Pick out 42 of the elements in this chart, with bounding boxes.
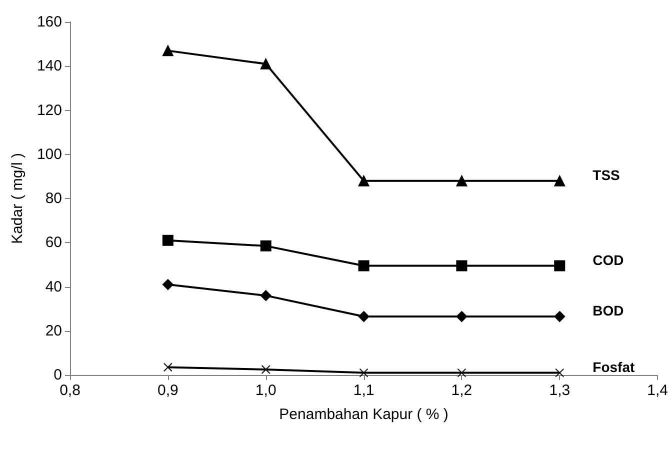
x-tick-label: 1,3 (549, 382, 570, 399)
text: TSS (592, 166, 620, 183)
point (554, 175, 566, 186)
point (457, 368, 466, 378)
point (358, 175, 370, 186)
y-tick-label: 160 (36, 14, 62, 30)
point (555, 368, 564, 378)
point (163, 362, 172, 372)
point (261, 364, 270, 374)
point (456, 175, 468, 186)
y-tick-label: 140 (36, 58, 62, 75)
point (260, 240, 272, 252)
point (456, 311, 468, 322)
point (260, 290, 272, 302)
x-axis-title: Penambahan Kapur ( % ) (279, 406, 448, 423)
text: BOD (592, 302, 624, 319)
point (260, 58, 272, 70)
point (162, 45, 174, 56)
y-tick-label: 40 (45, 278, 62, 296)
point (554, 311, 566, 322)
point (162, 234, 174, 246)
x-tick-label: 1,0 (255, 382, 276, 399)
y-tick-label: 0 (54, 366, 62, 384)
point (358, 260, 370, 272)
y-tick-label: 20 (45, 322, 62, 340)
x-tick-label: 0,8 (60, 382, 80, 399)
point (456, 260, 468, 272)
series-label: COD (592, 252, 624, 268)
y-tick-label: 120 (36, 102, 62, 119)
y-tick-label: 80 (45, 190, 62, 207)
point (162, 279, 174, 290)
x-tick-label: 1,4 (647, 382, 668, 399)
point (554, 260, 566, 272)
y-tick-label: 60 (45, 234, 62, 252)
x-tick-label: 1,2 (451, 382, 472, 399)
text: Fosfat (592, 358, 635, 375)
y-axis-title: Kadar ( mg/l ) (9, 153, 26, 244)
x-tick-label: 1,1 (353, 382, 374, 399)
point (358, 311, 370, 322)
y-tick-label: 100 (36, 146, 62, 163)
x-tick-label: 0,9 (158, 382, 178, 399)
point (359, 368, 368, 378)
